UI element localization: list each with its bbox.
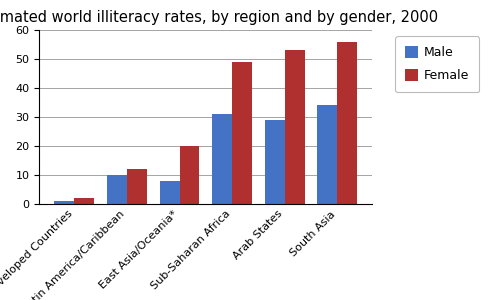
Legend: Male, Female: Male, Female (395, 36, 479, 92)
Bar (107, 175, 127, 204)
Title: Estimated world illiteracy rates, by region and by gender, 2000: Estimated world illiteracy rates, by reg… (0, 10, 439, 25)
Bar (318, 105, 337, 204)
Bar (54, 201, 74, 204)
Bar (74, 198, 94, 204)
Bar (232, 62, 252, 204)
Bar (160, 181, 179, 204)
Bar (337, 42, 357, 204)
Bar (179, 146, 199, 204)
Bar (127, 169, 147, 204)
Bar (212, 114, 232, 204)
Bar (285, 50, 305, 204)
Bar (265, 120, 285, 204)
